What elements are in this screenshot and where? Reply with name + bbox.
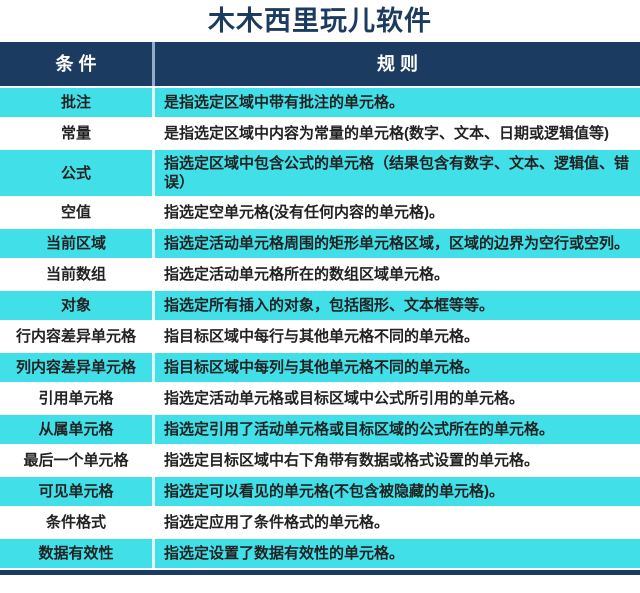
table-row: 空值 指选定空单元格(没有任何内容的单元格)。: [0, 198, 640, 229]
page-title: 木木西里玩儿软件: [208, 5, 432, 36]
table-row: 对象 指选定所有插入的对象，包括图形、文本框等等。: [0, 291, 640, 322]
condition-cell: 批注: [60, 94, 91, 111]
condition-cell: 对象: [60, 297, 91, 314]
table-row: 数据有效性 指选定设置了数据有效性的单元格。: [0, 539, 640, 570]
table-body: 批注 是指选定区域中带有批注的单元格。 常量 是指选定区域中内容为常量的单元格(…: [0, 88, 640, 570]
rule-cell: 是指选定区域中内容为常量的单元格(数字、文本、日期或逻辑值等): [152, 119, 640, 148]
condition-cell: 列内容差异单元格: [15, 359, 136, 376]
conditions-table: 条 件 规 则 批注 是指选定区域中带有批注的单元格。 常量 是指选定区域中内容…: [0, 42, 640, 570]
condition-cell: 公式: [60, 164, 91, 182]
table-row: 条件格式 指选定应用了条件格式的单元格。: [0, 508, 640, 539]
rule-cell: 指选定活动单元格周围的矩形单元格区域，区域的边界为空行或空列。: [152, 229, 640, 258]
rule-cell: 指选定活动单元格或目标区域中公式所引用的单元格。: [152, 384, 640, 413]
condition-cell: 可见单元格: [38, 483, 114, 500]
table-row: 常量 是指选定区域中内容为常量的单元格(数字、文本、日期或逻辑值等): [0, 119, 640, 150]
rule-cell: 指选定目标区域中右下角带有数据或格式设置的单元格。: [152, 446, 640, 475]
condition-cell: 最后一个单元格: [23, 452, 129, 469]
rule-cell: 指选定空单元格(没有任何内容的单元格)。: [152, 198, 640, 227]
condition-cell: 当前数组: [45, 266, 106, 283]
rule-cell: 指选定活动单元格所在的数组区域单元格。: [152, 260, 640, 289]
condition-cell: 数据有效性: [38, 545, 114, 562]
condition-cell: 常量: [60, 125, 91, 142]
rule-cell: 指选定引用了活动单元格或目标区域的公式所在的单元格。: [152, 415, 640, 444]
condition-cell: 条件格式: [45, 514, 106, 531]
table-row: 最后一个单元格 指选定目标区域中右下角带有数据或格式设置的单元格。: [0, 446, 640, 477]
condition-cell: 引用单元格: [38, 390, 114, 407]
condition-cell: 行内容差异单元格: [15, 328, 136, 345]
table-row: 行内容差异单元格 指目标区域中每行与其他单元格不同的单元格。: [0, 322, 640, 353]
bottom-bar: [0, 570, 640, 575]
rule-cell: 指目标区域中每行与其他单元格不同的单元格。: [152, 322, 640, 351]
table-row: 公式 指选定区域中包含公式的单元格（结果包含有数字、文本、逻辑值、错误）: [0, 150, 640, 198]
condition-cell: 从属单元格: [38, 421, 114, 438]
rule-cell: 指选定应用了条件格式的单元格。: [152, 508, 640, 537]
table-row: 从属单元格 指选定引用了活动单元格或目标区域的公式所在的单元格。: [0, 415, 640, 446]
column-header-rule: 规 则: [152, 42, 640, 86]
table-header-row: 条 件 规 则: [0, 42, 640, 88]
column-header-condition: 条 件: [55, 53, 97, 74]
rule-cell: 指选定区域中包含公式的单元格（结果包含有数字、文本、逻辑值、错误）: [152, 150, 640, 196]
table-row: 批注 是指选定区域中带有批注的单元格。: [0, 88, 640, 119]
table-row: 引用单元格 指选定活动单元格或目标区域中公式所引用的单元格。: [0, 384, 640, 415]
condition-cell: 当前区域: [45, 235, 106, 252]
rule-cell: 指选定设置了数据有效性的单元格。: [152, 539, 640, 568]
title-bar: 木木西里玩儿软件: [0, 0, 640, 42]
rule-cell: 指目标区域中每列与其他单元格不同的单元格。: [152, 353, 640, 382]
table-row: 当前区域 指选定活动单元格周围的矩形单元格区域，区域的边界为空行或空列。: [0, 229, 640, 260]
rule-cell: 是指选定区域中带有批注的单元格。: [152, 88, 640, 117]
table-row: 列内容差异单元格 指目标区域中每列与其他单元格不同的单元格。: [0, 353, 640, 384]
condition-cell: 空值: [60, 204, 91, 221]
table-row: 当前数组 指选定活动单元格所在的数组区域单元格。: [0, 260, 640, 291]
rule-cell: 指选定所有插入的对象，包括图形、文本框等等。: [152, 291, 640, 320]
table-row: 可见单元格 指选定可以看见的单元格(不包含被隐藏的单元格)。: [0, 477, 640, 508]
rule-cell: 指选定可以看见的单元格(不包含被隐藏的单元格)。: [152, 477, 640, 506]
